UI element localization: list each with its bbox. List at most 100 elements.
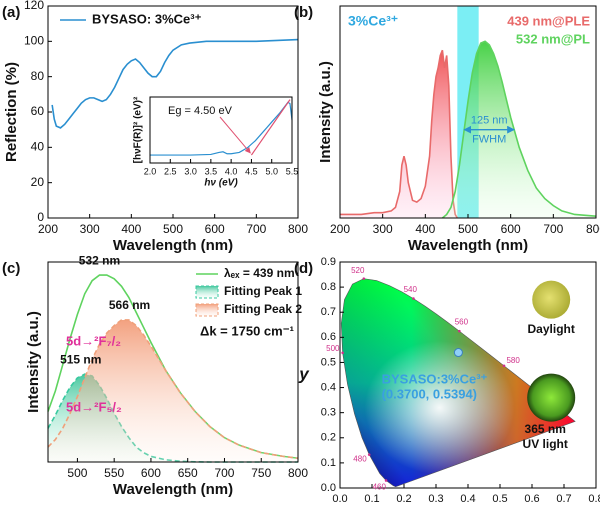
panel: 500 550 600 650 700 750 800 Wavelength (nm) Inte… — [2, 253, 308, 498]
x-tick-label: 600 — [141, 466, 161, 480]
annotation: 5d→²F₇/₂ — [66, 333, 121, 348]
photo-daylight — [532, 280, 571, 319]
x-axis-label: hν (eV) — [204, 178, 238, 189]
x-tick-label: 400 — [121, 222, 141, 236]
x-tick-label: 3.0 — [184, 166, 197, 176]
x-tick-label: 500 — [458, 222, 478, 236]
y-tick-label: 0.9 — [321, 256, 336, 268]
x-tick-label: 600 — [205, 222, 225, 236]
area — [340, 50, 458, 218]
x-tick-label: 0.1 — [364, 493, 379, 505]
panel: 200 300 400 500 600 700 800 0 20 40 60 80 100 120 Wave… — [2, 0, 308, 254]
x-tick-label: 0.5 — [492, 493, 507, 505]
x-tick-label: 4.0 — [225, 166, 238, 176]
wavelength-dot — [502, 364, 506, 368]
x-axis-label: Wavelength (nm) — [113, 481, 233, 498]
y-tick-label: 0.8 — [321, 281, 336, 293]
panel-annotation: 3%Ce³⁺ — [348, 13, 398, 29]
annotation: Δk = 1750 cm⁻¹ — [200, 323, 294, 338]
wavelength-label: 500 — [326, 344, 340, 353]
photo-label: 365 nm — [525, 422, 566, 436]
y-tick-label: 0.1 — [321, 457, 336, 469]
cie-shading — [341, 278, 576, 487]
legend-swatch — [195, 303, 219, 317]
x-tick-label: 800 — [586, 222, 600, 236]
wavelength-dot — [412, 297, 415, 300]
y-tick-label: 0.2 — [321, 432, 336, 444]
x-tick-label: 300 — [80, 222, 100, 236]
photo-label: Daylight — [528, 322, 575, 336]
annotation: 515 nm — [60, 352, 101, 366]
x-tick-label: 2.0 — [144, 166, 157, 176]
y-tick-label: 120 — [24, 0, 44, 12]
y-tick-label: 40 — [31, 140, 45, 154]
wavelength-dot — [384, 479, 388, 482]
y-tick-label: 80 — [31, 69, 45, 83]
x-tick-label: 700 — [246, 222, 266, 236]
y-axis-label: Intensity (a.u.) — [317, 61, 334, 163]
x-tick-label: 5.5 — [286, 166, 299, 176]
x-tick-label: 600 — [501, 222, 521, 236]
photo-label: UV light — [523, 437, 568, 451]
y-tick-label: 0.5 — [321, 356, 336, 368]
panel-label: (b) — [294, 4, 313, 21]
y-tick-label: 0.0 — [321, 482, 336, 494]
axes-frame — [149, 96, 293, 164]
wavelength-label: 520 — [351, 266, 365, 275]
x-axis-label: Wavelength (nm) — [113, 237, 233, 254]
x-tick-label: 0.6 — [524, 493, 539, 505]
legend-label: 532 nm@PL — [516, 31, 590, 46]
x-tick-label: 500 — [163, 222, 183, 236]
legend-label: BYSASO: 3%Ce³⁺ — [92, 11, 202, 26]
annotation: 5d→²F₅/₂ — [66, 399, 122, 414]
x-axis-label: Wavelength (nm) — [408, 237, 528, 254]
legend-label: Fitting Peak 1 — [224, 284, 302, 298]
x-tick-label: 800 — [288, 222, 308, 236]
wavelength-dot — [362, 277, 366, 280]
photo-uv-glow — [527, 373, 576, 422]
cie-point — [453, 348, 463, 358]
line — [250, 99, 291, 156]
x-tick-label: 200 — [38, 222, 58, 236]
axes-frame — [47, 261, 299, 463]
line — [340, 49, 459, 219]
y-axis-label: Reflection (%) — [3, 62, 20, 162]
x-tick-label: 5.0 — [265, 166, 278, 176]
point-label: BYSASO:3%Ce³⁺ — [382, 371, 488, 386]
legend-label: Fitting Peak 2 — [224, 302, 302, 316]
panel-label: (c) — [2, 260, 20, 277]
y-tick-label: 60 — [31, 104, 45, 118]
x-tick-label: 0.4 — [460, 493, 475, 505]
y-axis-label: [hνF(R)]² (eV)² — [133, 96, 144, 163]
legend-swatch — [195, 285, 219, 299]
x-tick-label: 300 — [373, 222, 393, 236]
x-tick-label: 2.5 — [164, 166, 177, 176]
wavelength-dot — [367, 453, 371, 456]
wavelength-label: 480 — [353, 455, 367, 464]
x-tick-label: 0.7 — [556, 493, 571, 505]
y-tick-label: 0.4 — [321, 381, 336, 393]
line — [441, 40, 597, 219]
x-tick-label: 200 — [330, 222, 350, 236]
y-axis-label: y — [298, 364, 310, 383]
area — [48, 319, 298, 462]
annotation-arrow — [219, 116, 251, 154]
y-tick-label: 100 — [24, 34, 44, 48]
fwhm-label: FWHM — [472, 134, 506, 146]
point-coords: (0.3700, 0.5394) — [382, 387, 477, 402]
y-tick-label: 0.3 — [321, 407, 336, 419]
wavelength-dot — [341, 351, 344, 355]
x-tick-label: 4.5 — [245, 166, 258, 176]
x-tick-label: 800 — [288, 466, 308, 480]
x-tick-label: 3.5 — [205, 166, 218, 176]
wavelength-dot — [458, 329, 461, 333]
wavelength-label: 460 — [373, 483, 387, 492]
annotation: Eg = 4.50 eV — [168, 105, 233, 117]
panel-label: (a) — [2, 4, 20, 21]
y-axis-label: Intensity (a.u.) — [25, 311, 42, 413]
x-tick-label: 400 — [415, 222, 435, 236]
x-tick-label: 700 — [214, 466, 234, 480]
x-tick-label: 750 — [251, 466, 271, 480]
